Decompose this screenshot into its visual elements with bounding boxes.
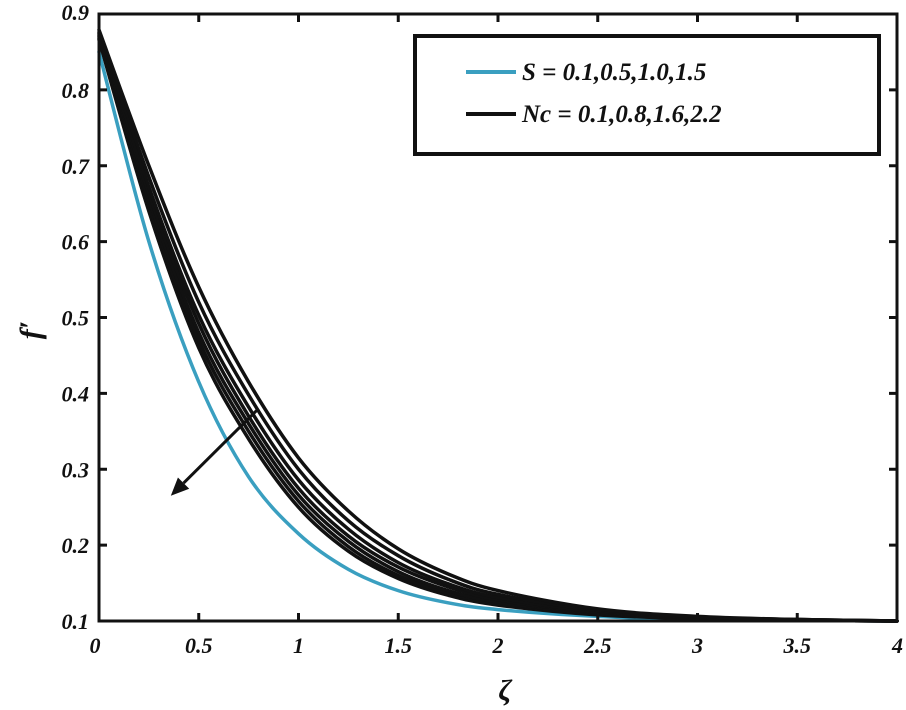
y-tick-label: 0.8 bbox=[62, 78, 90, 103]
x-tick-label: 4 bbox=[891, 633, 903, 658]
trend-arrow-head bbox=[170, 477, 190, 496]
annotation-layer bbox=[170, 407, 260, 496]
y-tick-label: 0.1 bbox=[62, 609, 90, 634]
x-tick-label: 0.5 bbox=[185, 633, 213, 658]
y-tick-label: 0.6 bbox=[62, 230, 90, 255]
x-tick-label: 1.5 bbox=[385, 633, 413, 658]
x-axis-label: ζ bbox=[498, 674, 513, 707]
y-tick-label: 0.5 bbox=[62, 306, 90, 331]
tick-layer: 0 0.5 1 1.5 2 2.5 3 3.5 4 0.1 0.2 0.3 0.4 0.5 0.6 0.7 0.… bbox=[62, 0, 904, 658]
legend-box bbox=[413, 34, 881, 156]
y-tick-label: 0.4 bbox=[62, 381, 90, 406]
y-axis-label: f′ bbox=[14, 321, 47, 339]
legend-label-nc: Nc = 0.1,0.8,1.6,2.2 bbox=[521, 101, 722, 128]
y-tick-label: 0.9 bbox=[62, 0, 90, 25]
y-tick-label: 0.7 bbox=[62, 154, 91, 179]
x-tick-label: 1 bbox=[293, 633, 304, 658]
x-tick-label: 3 bbox=[691, 633, 703, 658]
legend: S = 0.1,0.5,1.0,1.5 Nc = 0.1,0.8,1.6,2.2 bbox=[413, 34, 881, 156]
trend-arrow-shaft bbox=[182, 407, 260, 485]
y-tick-label: 0.2 bbox=[62, 533, 90, 558]
x-tick-label: 2.5 bbox=[583, 633, 612, 658]
x-tick-label: 3.5 bbox=[783, 633, 812, 658]
y-tick-label: 0.3 bbox=[62, 457, 90, 482]
x-tick-label: 0 bbox=[90, 633, 101, 658]
x-tick-label: 2 bbox=[492, 633, 504, 658]
legend-label-s: S = 0.1,0.5,1.0,1.5 bbox=[522, 59, 706, 86]
